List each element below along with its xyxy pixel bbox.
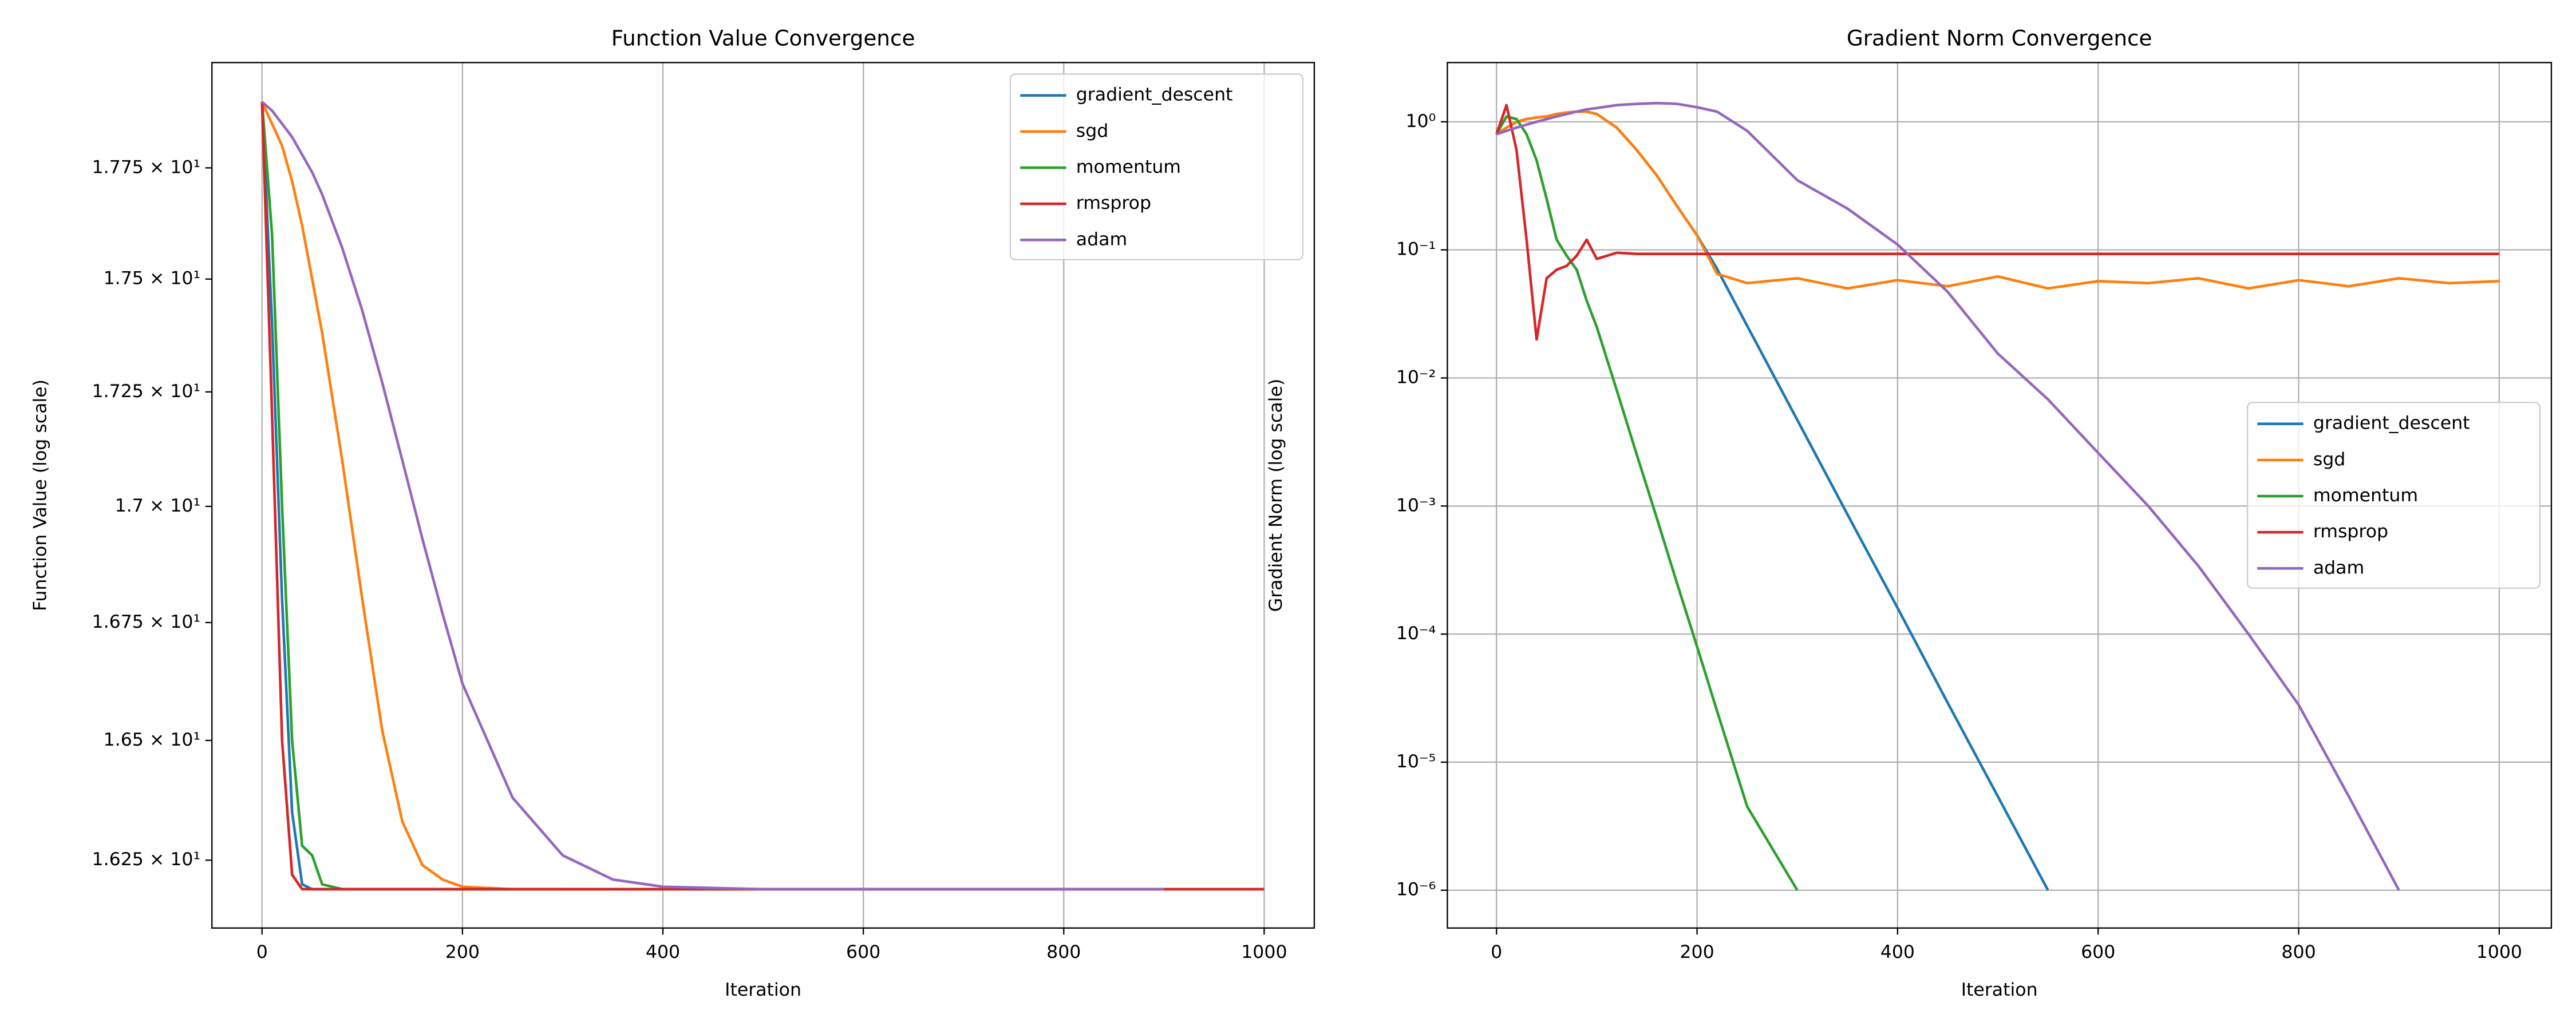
plot-frame [1447, 62, 2553, 929]
y-tick-label: 1.675 × 10¹ [92, 612, 201, 632]
x-tick-label: 200 [445, 942, 480, 962]
legend-box [2246, 402, 2541, 589]
chart-title: Gradient Norm Convergence [1847, 26, 2152, 51]
y-tick-label: 10⁰ [1405, 111, 1436, 132]
y-tick-label: 10⁻³ [1396, 495, 1436, 516]
legend-label: sgd [1076, 121, 1109, 141]
x-tick-label: 0 [256, 942, 268, 962]
x-tick-label: 1000 [2476, 942, 2522, 962]
legend-box [1009, 73, 1303, 260]
series-line [1495, 110, 2499, 290]
x-axis-label: Iteration [725, 980, 801, 1000]
y-axis-label: Function Value (log scale) [30, 379, 51, 611]
legend-label: momentum [1076, 157, 1181, 177]
y-tick-label: 10⁻⁵ [1396, 751, 1436, 772]
y-tick-label: 1.625 × 10¹ [92, 849, 201, 870]
series-line [261, 101, 1164, 891]
series-line [1495, 110, 2049, 891]
x-tick-label: 600 [2081, 942, 2115, 962]
y-tick-label: 1.725 × 10¹ [92, 381, 201, 402]
x-tick-label: 800 [1046, 942, 1081, 962]
y-tick-label: 1.75 × 10¹ [104, 268, 201, 289]
y-tick-label: 10⁻¹ [1396, 239, 1436, 260]
series-line [1495, 104, 2499, 341]
legend-label: gradient_descent [2313, 413, 2470, 434]
x-tick-label: 600 [846, 942, 880, 962]
series-line [260, 101, 764, 891]
y-tick-label: 1.7 × 10¹ [115, 496, 200, 516]
legend-label: momentum [2313, 485, 2418, 506]
y-tick-label: 10⁻⁴ [1396, 623, 1436, 644]
legend-label: adam [1076, 229, 1127, 249]
chart-title: Function Value Convergence [611, 26, 915, 51]
x-tick-label: 400 [646, 942, 680, 962]
series-line [1496, 101, 2400, 891]
plot-frame [211, 62, 1315, 929]
x-tick-label: 1000 [1241, 942, 1287, 962]
x-axis-label: Iteration [1961, 980, 2038, 1000]
y-tick-label: 1.775 × 10¹ [92, 157, 201, 177]
x-tick-label: 0 [1491, 942, 1502, 962]
legend-label: sgd [2313, 449, 2346, 470]
legend-label: rmsprop [2313, 521, 2388, 542]
legend-label: gradient_descent [1076, 85, 1233, 105]
y-tick-label: 10⁻² [1396, 367, 1436, 387]
y-tick-label: 10⁻⁶ [1396, 880, 1436, 900]
y-axis-label: Gradient Norm (log scale) [1266, 379, 1286, 612]
x-tick-label: 800 [2281, 942, 2316, 962]
x-tick-label: 200 [1680, 942, 1714, 962]
legend-label: adam [2313, 557, 2364, 578]
x-tick-label: 400 [1880, 942, 1915, 962]
legend-label: rmsprop [1076, 193, 1151, 213]
series-line [1495, 115, 1799, 891]
y-tick-label: 1.65 × 10¹ [104, 730, 201, 750]
